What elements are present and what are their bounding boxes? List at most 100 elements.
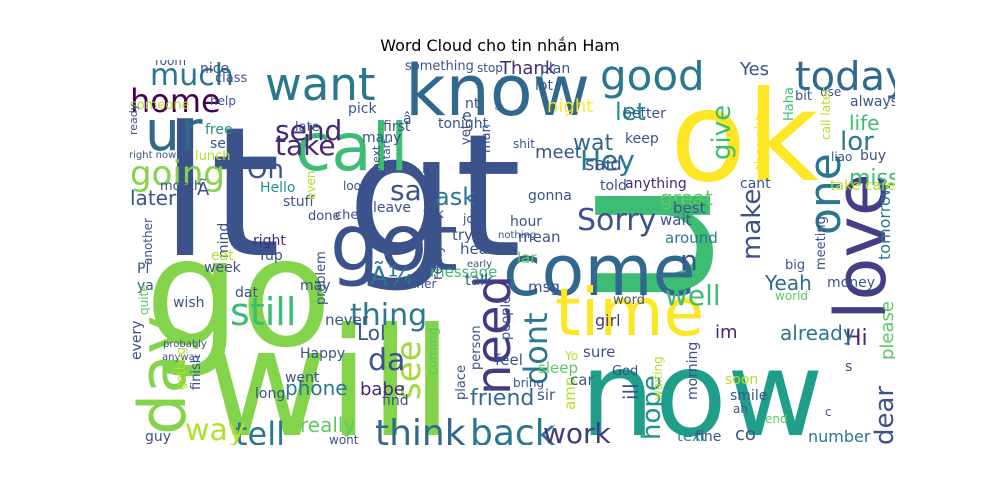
word-77: sure xyxy=(583,343,615,361)
word-133: morning xyxy=(685,342,701,400)
word-43: let xyxy=(615,98,646,126)
word-6: now xyxy=(580,325,824,445)
word-136: word xyxy=(613,293,645,308)
word-14: day xyxy=(126,315,201,435)
word-68: number xyxy=(808,427,871,445)
word-186: start xyxy=(380,139,393,165)
word-21: think xyxy=(375,413,466,445)
word-30: work xyxy=(543,417,612,445)
word-167: probably xyxy=(163,339,207,350)
word-168: anyway xyxy=(162,352,201,363)
word-161: week xyxy=(204,260,242,276)
word-99: month xyxy=(160,179,202,194)
word-112: cant xyxy=(740,176,771,192)
word-116: use xyxy=(820,85,841,99)
word-cloud: lt gt u ok go will now know got call come time love w… xyxy=(125,60,895,445)
word-33: take xyxy=(275,129,336,162)
word-153: went xyxy=(285,370,320,386)
word-79: amp xyxy=(561,377,579,410)
word-163: ya xyxy=(137,278,154,294)
word-174: right now xyxy=(129,150,176,161)
word-124: big xyxy=(785,258,805,273)
word-166: every xyxy=(129,320,145,360)
word-191: b xyxy=(422,161,431,177)
word-164: wish xyxy=(173,295,205,311)
word-20: still xyxy=(230,290,296,334)
word-130: end xyxy=(765,412,788,426)
word-196: ok xyxy=(495,104,504,112)
word-162: Pl xyxy=(137,261,149,277)
word-51: n xyxy=(680,244,698,277)
word-125: world xyxy=(775,289,808,303)
word-183: man xyxy=(479,124,494,153)
word-120: take care xyxy=(830,178,895,194)
word-118: buy xyxy=(860,148,886,164)
word-149: reply xyxy=(430,245,446,280)
word-172: someone xyxy=(130,98,190,113)
word-28: tell xyxy=(235,415,285,445)
word-75: msg xyxy=(528,278,560,296)
word-115: bit xyxy=(795,89,812,104)
chart-title: Word Cloud cho tin nhắn Ham xyxy=(380,36,620,55)
word-86: message xyxy=(430,263,497,281)
word-92: tonight xyxy=(438,116,489,132)
word-35: say xyxy=(390,174,438,207)
word-34: Hey xyxy=(580,144,635,177)
word-189: even xyxy=(304,171,318,200)
word-36: thing xyxy=(350,298,427,333)
word-171: guy xyxy=(145,429,171,445)
word-188: many xyxy=(362,130,401,146)
word-27: dont xyxy=(517,312,555,385)
word-52: Ã¼ xyxy=(370,260,413,292)
word-64: said xyxy=(585,154,622,175)
word-170: finish xyxy=(189,355,204,390)
word-72: right xyxy=(253,233,286,249)
word-193: Ã xyxy=(197,178,210,200)
word-93: first xyxy=(383,119,411,135)
word-29: way xyxy=(185,413,246,445)
word-176: nice xyxy=(200,61,229,77)
word-32: send xyxy=(275,114,342,147)
word-58: babe xyxy=(360,379,405,400)
word-60: miss xyxy=(849,166,895,191)
word-56: im xyxy=(715,322,738,343)
word-139: find xyxy=(382,393,409,409)
word-39: well xyxy=(665,279,721,312)
word-53: Hi xyxy=(845,326,868,351)
word-85: try xyxy=(452,226,473,244)
word-132: s xyxy=(845,359,852,375)
word-142: place xyxy=(454,365,469,400)
word-67: tomorrow xyxy=(875,183,894,260)
word-110: keep xyxy=(625,131,659,147)
word-73: Yes xyxy=(739,60,769,80)
word-159: eat xyxy=(211,248,234,264)
word-181: plan xyxy=(540,61,570,77)
word-144: people xyxy=(499,296,514,340)
word-4: go xyxy=(145,207,332,381)
word-106: job xyxy=(462,212,481,226)
word-98: lunch xyxy=(195,149,230,164)
word-195: nt xyxy=(465,96,480,112)
word-173: ready xyxy=(127,103,140,135)
word-96: free xyxy=(205,122,233,138)
word-97: sent xyxy=(210,136,241,152)
word-18: good xyxy=(600,60,705,100)
word-156: problem xyxy=(314,251,329,305)
word-37: da xyxy=(368,343,405,378)
word-41: make xyxy=(737,189,767,260)
word-121: call later xyxy=(819,88,833,140)
word-147: nothing xyxy=(498,230,536,241)
word-94: pick xyxy=(348,101,377,117)
word-12: love xyxy=(820,173,895,320)
word-80: sleep xyxy=(538,359,578,377)
word-88: mean xyxy=(518,228,561,246)
word-45: Oh xyxy=(247,155,284,185)
word-7: know xyxy=(405,60,590,132)
word-122: meeting xyxy=(814,216,829,270)
word-3: ok xyxy=(670,65,819,210)
word-63: Thank xyxy=(499,60,556,79)
word-48: Lol xyxy=(357,321,386,345)
word-104: leave xyxy=(373,200,411,216)
word-78: ill xyxy=(619,383,643,400)
word-5: will xyxy=(205,297,453,445)
